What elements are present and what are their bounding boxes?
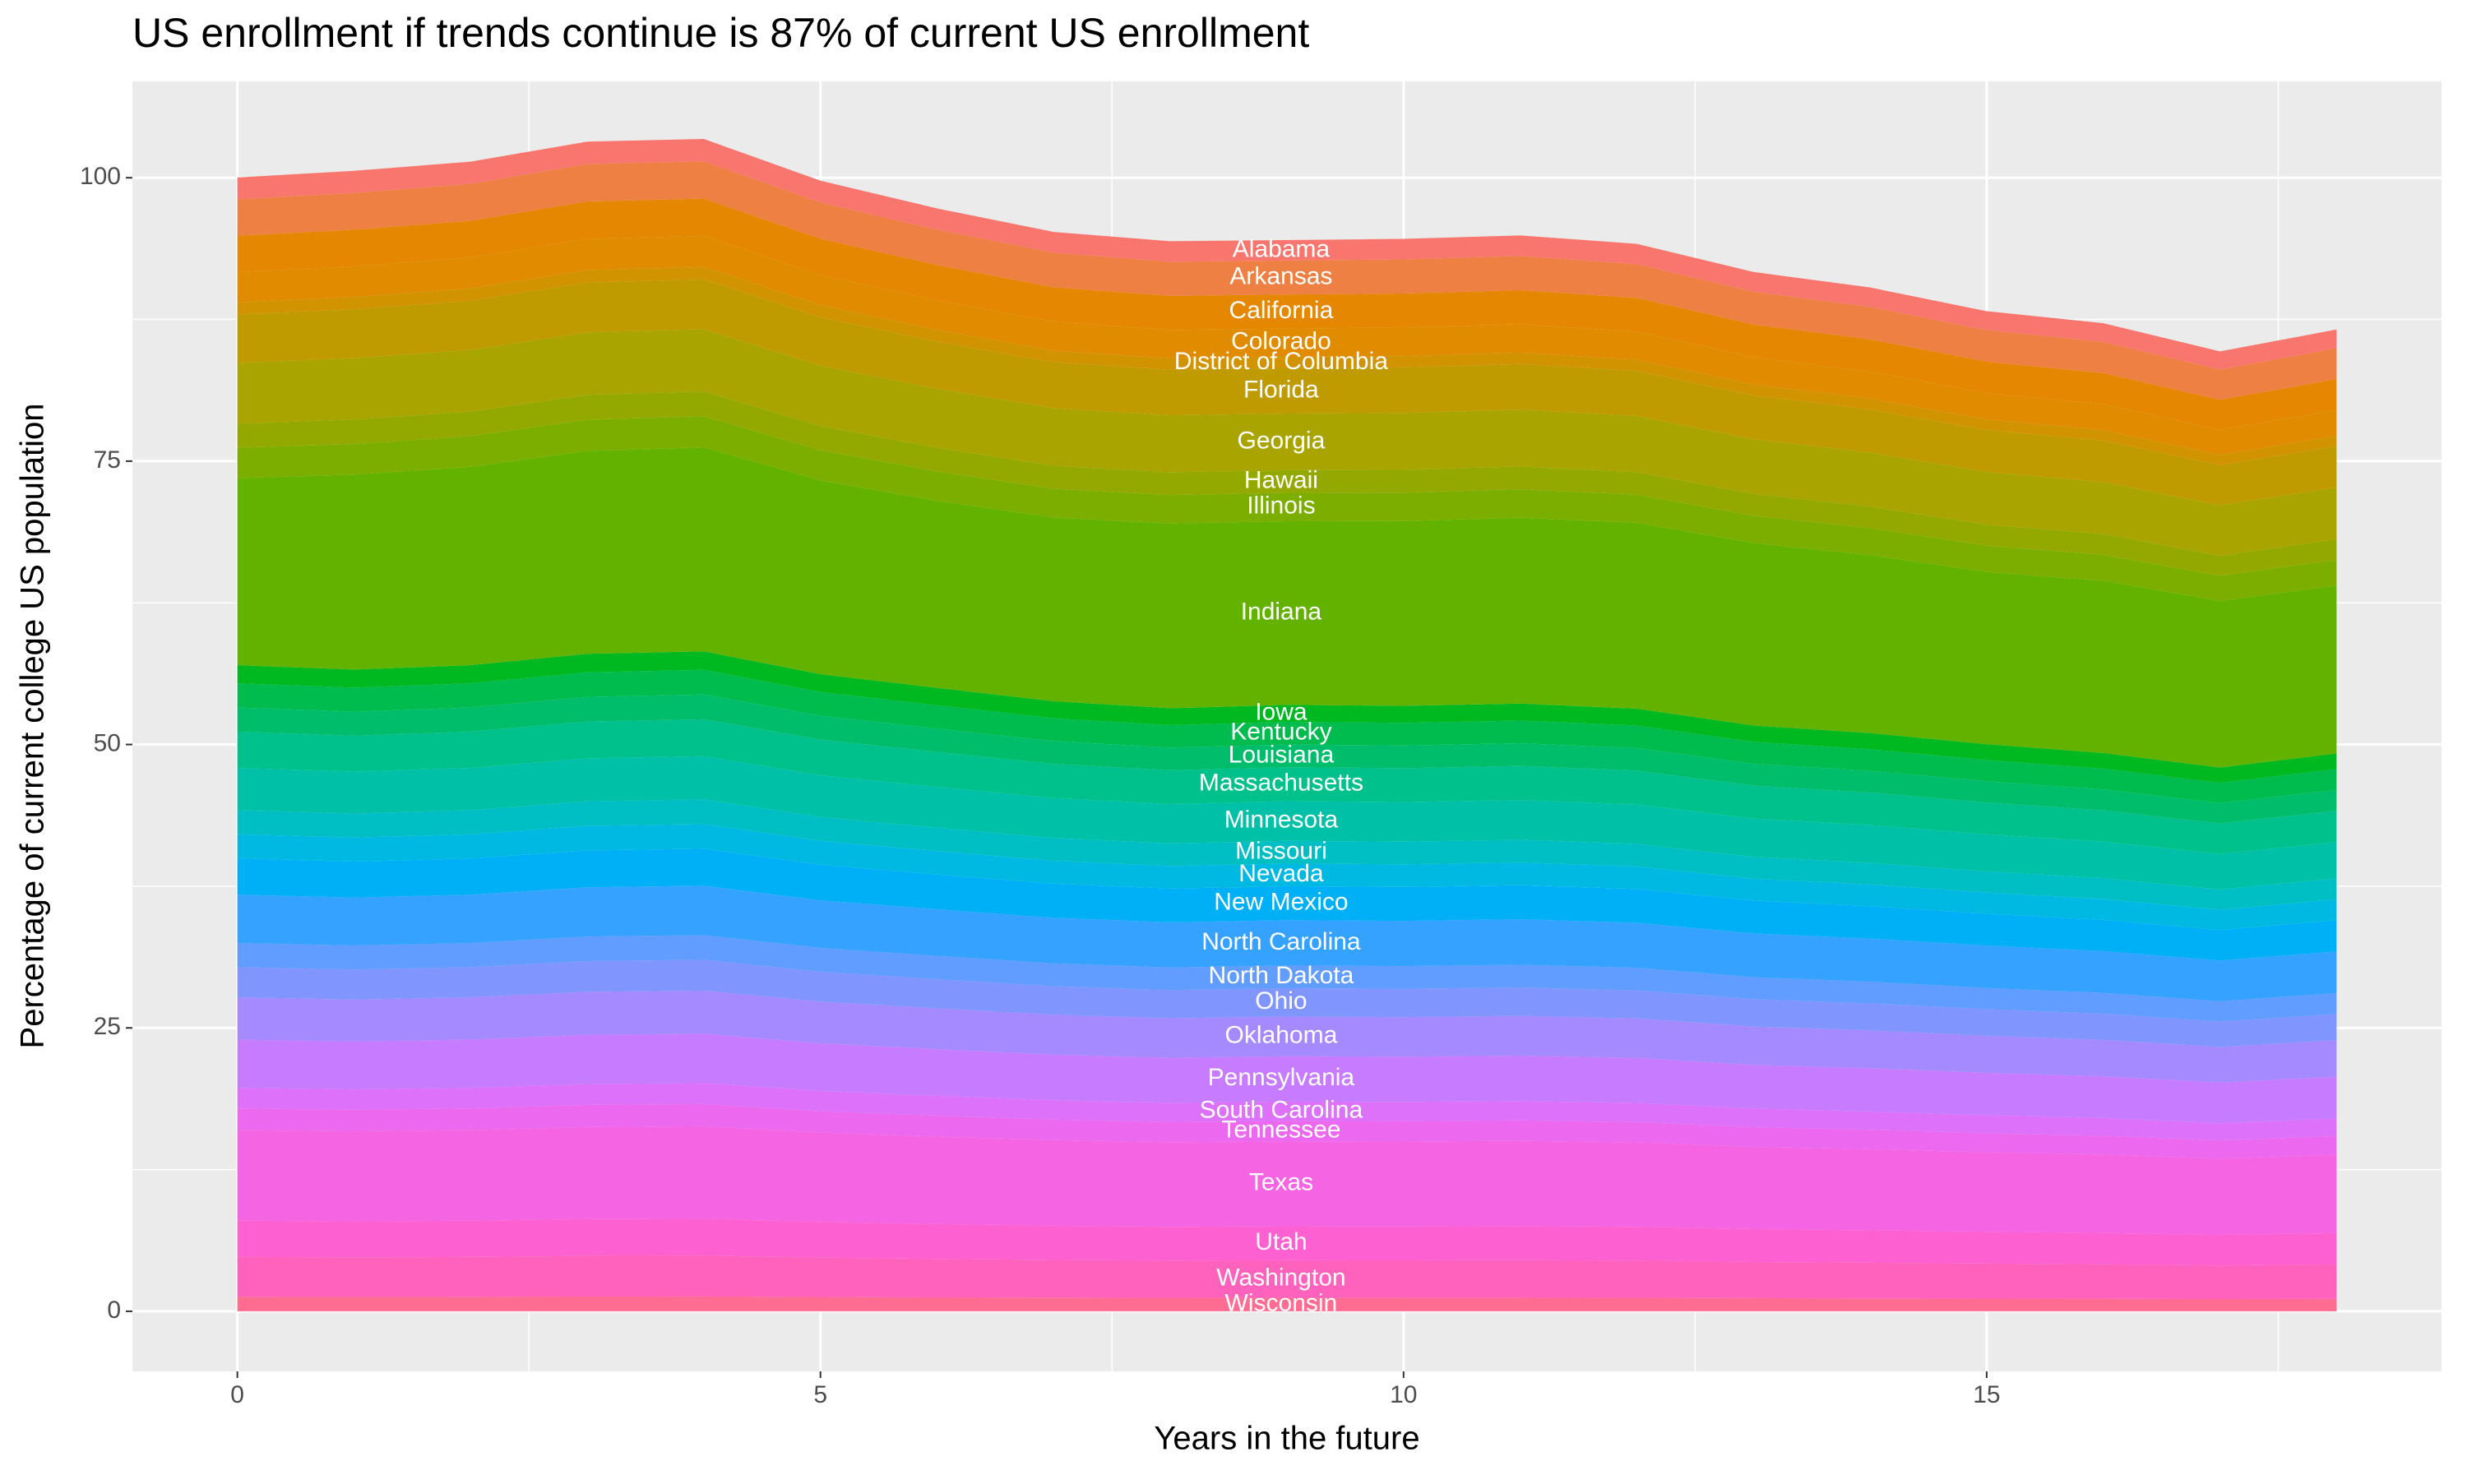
series-label: Tennessee — [1221, 1116, 1340, 1144]
series-label: Florida — [1243, 376, 1319, 403]
series-label: Alabama — [1233, 235, 1331, 262]
area — [237, 1218, 2337, 1266]
series-label: Indiana — [1241, 599, 1322, 626]
series-label: North Dakota — [1209, 962, 1354, 989]
area — [237, 651, 2337, 784]
series-label: Illinois — [1247, 492, 1315, 520]
x-tick-label: 0 — [230, 1381, 244, 1408]
series-label: Massachusetts — [1199, 770, 1363, 797]
series-label: Texas — [1249, 1169, 1313, 1196]
series-label: Oklahoma — [1225, 1022, 1338, 1049]
area — [237, 669, 2337, 803]
area — [237, 1103, 2337, 1159]
series-label: Nevada — [1238, 860, 1324, 887]
area — [237, 329, 2337, 556]
area — [237, 235, 2337, 455]
series-label: North Carolina — [1201, 928, 1361, 955]
series-label: Iowa — [1255, 699, 1308, 726]
area — [237, 848, 2337, 961]
area — [237, 1126, 2337, 1236]
series-label: Hawaii — [1244, 467, 1318, 494]
area — [237, 756, 2337, 890]
x-axis-title: Years in the future — [1154, 1421, 1419, 1457]
series-label: New Mexico — [1214, 889, 1348, 916]
series-label: Missouri — [1235, 837, 1327, 864]
area — [237, 799, 2337, 910]
area — [237, 161, 2337, 400]
area — [237, 990, 2337, 1083]
series-label: Pennsylvania — [1208, 1064, 1355, 1091]
series-label: Washington — [1216, 1264, 1345, 1292]
area — [237, 935, 2337, 1022]
series-label: District of Columbia — [1174, 348, 1388, 375]
area — [237, 1255, 2337, 1300]
series-label: Minnesota — [1224, 807, 1339, 834]
x-tick-label: 15 — [1973, 1381, 2000, 1408]
area — [237, 824, 2337, 931]
area — [237, 694, 2337, 824]
area — [237, 139, 2337, 370]
series-label: Georgia — [1238, 427, 1326, 454]
area — [237, 885, 2337, 1001]
area — [237, 1083, 2337, 1141]
x-tick-label: 5 — [813, 1381, 827, 1408]
y-axis-title: Percentage of current college US populat… — [15, 404, 51, 1049]
area — [237, 447, 2337, 768]
area — [237, 266, 2337, 465]
area — [237, 959, 2337, 1047]
series-label: Colorado — [1231, 328, 1331, 355]
y-tick-label: 0 — [107, 1297, 121, 1324]
area — [237, 279, 2337, 506]
area — [237, 1296, 2337, 1311]
series-label: Kentucky — [1230, 719, 1331, 746]
series-label: South Carolina — [1200, 1097, 1363, 1124]
y-tick-label: 50 — [94, 729, 121, 756]
y-tick-label: 75 — [94, 446, 121, 474]
series-label: Utah — [1255, 1228, 1307, 1255]
chart-title: US enrollment if trends continue is 87% … — [132, 10, 1309, 56]
area — [237, 1033, 2337, 1124]
series-label: Wisconsin — [1225, 1290, 1338, 1317]
series-label: Louisiana — [1229, 741, 1335, 768]
series-label: Arkansas — [1229, 262, 1332, 289]
series-label: California — [1229, 297, 1334, 324]
area — [237, 198, 2337, 430]
area — [237, 719, 2337, 854]
area — [237, 416, 2337, 601]
series-label: Ohio — [1255, 987, 1307, 1015]
area — [237, 391, 2337, 576]
y-tick-label: 100 — [80, 163, 121, 190]
x-tick-label: 10 — [1390, 1381, 1417, 1408]
y-tick-label: 25 — [94, 1013, 121, 1040]
